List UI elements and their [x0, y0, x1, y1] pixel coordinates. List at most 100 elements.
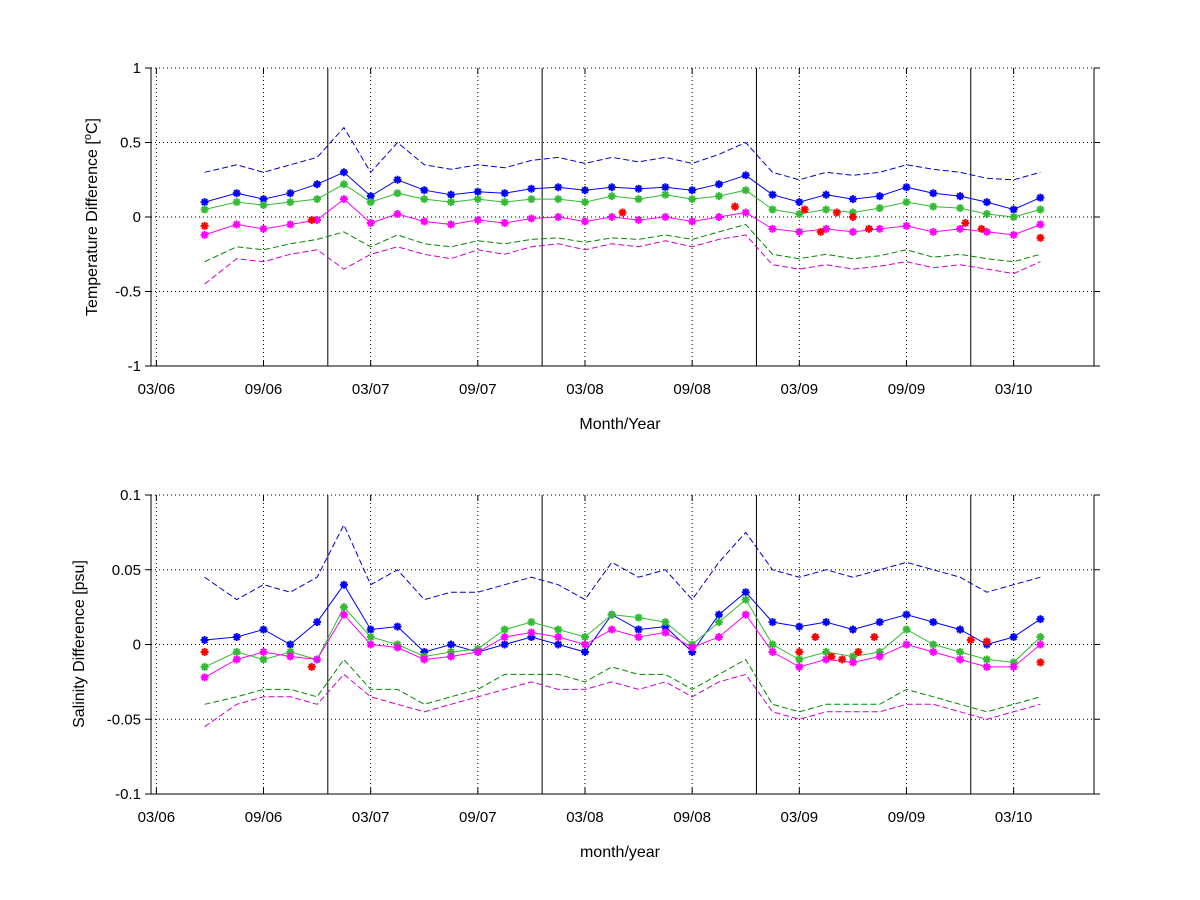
salinity-series-1-point — [366, 633, 375, 641]
temperature-series-2-point — [554, 213, 563, 221]
temperature-series-0-point — [822, 190, 831, 199]
temperature-series-1-point — [661, 190, 670, 199]
temperature-xtick-label: 03/08 — [566, 381, 604, 398]
salinity-xlabel: month/year — [580, 844, 661, 861]
temperature-series-0-point — [259, 195, 268, 204]
temperature-series-1-point — [581, 198, 589, 207]
temperature-series-0-point — [473, 187, 482, 196]
temperature-series-6-point — [961, 219, 970, 227]
temperature-series-0-point — [1036, 193, 1045, 202]
salinity-series-0-point — [554, 640, 563, 649]
temperature-series-6-point — [865, 224, 873, 233]
salinity-series-1-point — [232, 648, 241, 656]
temperature-series-6-point — [200, 221, 209, 230]
salinity-series-0-point — [339, 580, 348, 589]
temperature-series-2-point — [607, 213, 616, 221]
temperature-series-5-line — [204, 234, 1041, 285]
salinity-series-0-point — [393, 622, 402, 631]
temperature-series-0-point — [447, 190, 455, 199]
temperature-series-0-point — [688, 186, 697, 195]
temperature-series-2-point — [956, 224, 965, 233]
temperature-series-1-point — [875, 204, 884, 213]
salinity-series-2-point — [366, 640, 375, 649]
temperature-series-6-point — [977, 224, 986, 233]
salinity-series-1-point — [741, 595, 750, 604]
temperature-series-2-point — [393, 210, 402, 218]
temperature-xlabel: Month/Year — [579, 416, 661, 433]
salinity-xtick-label: 03/06 — [138, 809, 176, 826]
temperature-xtick-label: 09/08 — [673, 381, 711, 398]
salinity-series-1-point — [286, 648, 295, 656]
salinity-series-2-point — [848, 658, 857, 667]
temperature-series-0-point — [500, 189, 509, 198]
temperature-panel: Month/Year Temperature Difference [oC] 0… — [82, 60, 1100, 433]
temperature-series-1-point — [393, 189, 402, 198]
temperature-ytick-label: 1 — [133, 60, 141, 77]
salinity-series-2-point — [607, 625, 616, 634]
temperature-series-0-point — [741, 171, 750, 180]
temperature-series-0-point — [768, 190, 777, 199]
salinity-series-6-point — [838, 655, 847, 664]
temperature-series-1-point — [848, 208, 857, 217]
salinity-series-0-point — [661, 622, 670, 631]
temperature-series-0-point — [1009, 205, 1018, 214]
temperature-series-1-point — [527, 195, 536, 204]
salinity-xtick-label: 09/08 — [673, 809, 711, 826]
salinity-series-0-point — [956, 625, 965, 634]
salinity-series-1-point — [200, 662, 209, 671]
salinity-series-2-point — [661, 628, 670, 637]
temperature-series-0-point — [286, 189, 295, 198]
salinity-series-0-point — [259, 625, 268, 634]
temperature-series-2-point — [822, 224, 831, 233]
salinity-series-0-point — [875, 618, 884, 627]
temperature-series-2-point — [902, 221, 911, 230]
temperature-series-0-point — [607, 183, 616, 192]
salinity-series-0-point — [420, 648, 429, 656]
salinity-series-6-point — [870, 633, 879, 641]
temperature-series-2-point — [200, 230, 209, 239]
temperature-series-2-point — [634, 216, 643, 224]
temperature-series-3-line — [204, 126, 1041, 181]
temperature-series-0-point — [393, 175, 402, 184]
salinity-series-2-point — [875, 652, 884, 661]
temperature-series-0-point — [581, 186, 589, 195]
salinity-series-1-point — [848, 652, 857, 661]
temperature-series-0-point — [661, 183, 670, 192]
temperature-series-2-point — [1036, 220, 1045, 229]
temperature-series-6-point — [800, 205, 809, 214]
temperature-series-0-point — [795, 198, 804, 207]
salinity-series-0-point — [741, 588, 750, 597]
salinity-series-2-point — [200, 673, 209, 682]
temperature-series-0-point — [420, 186, 429, 195]
temperature-series-1-point — [1009, 213, 1018, 221]
temperature-ytick-label: -1 — [128, 358, 141, 375]
salinity-series-1-point — [822, 648, 831, 656]
salinity-series-6-point — [795, 648, 804, 656]
salinity-series-2-point — [714, 633, 723, 641]
temperature-xtick-label: 03/10 — [995, 381, 1033, 398]
temperature-xtick-label: 03/07 — [352, 381, 390, 398]
salinity-series-0-point — [232, 633, 241, 641]
temperature-ytick-label: -0.5 — [115, 284, 141, 301]
temperature-xtick-label: 09/06 — [245, 381, 283, 398]
salinity-ytick-label: -0.1 — [115, 786, 141, 803]
temperature-series-6-point — [832, 208, 841, 217]
salinity-series-0-point — [795, 622, 804, 631]
salinity-ytick-label: -0.05 — [107, 711, 141, 728]
temperature-series-2-point — [500, 219, 509, 227]
salinity-series-1-point — [339, 603, 348, 612]
salinity-ytick-label: 0 — [133, 637, 141, 654]
salinity-xtick-label: 09/09 — [888, 809, 926, 826]
salinity-series-2-point — [956, 655, 965, 664]
salinity-series-2-point — [581, 640, 589, 649]
salinity-series-0-point — [848, 625, 857, 634]
salinity-series-2-point — [741, 610, 750, 619]
salinity-series-4-line — [204, 658, 1041, 713]
temperature-series-6-point — [848, 213, 857, 221]
salinity-series-1-point — [527, 618, 536, 627]
salinity-series-1-point — [259, 655, 268, 664]
salinity-series-0-point — [902, 610, 911, 619]
salinity-series-2-point — [902, 640, 911, 649]
temperature-series-1-point — [554, 195, 563, 204]
temperature-series-0-point — [982, 198, 991, 207]
